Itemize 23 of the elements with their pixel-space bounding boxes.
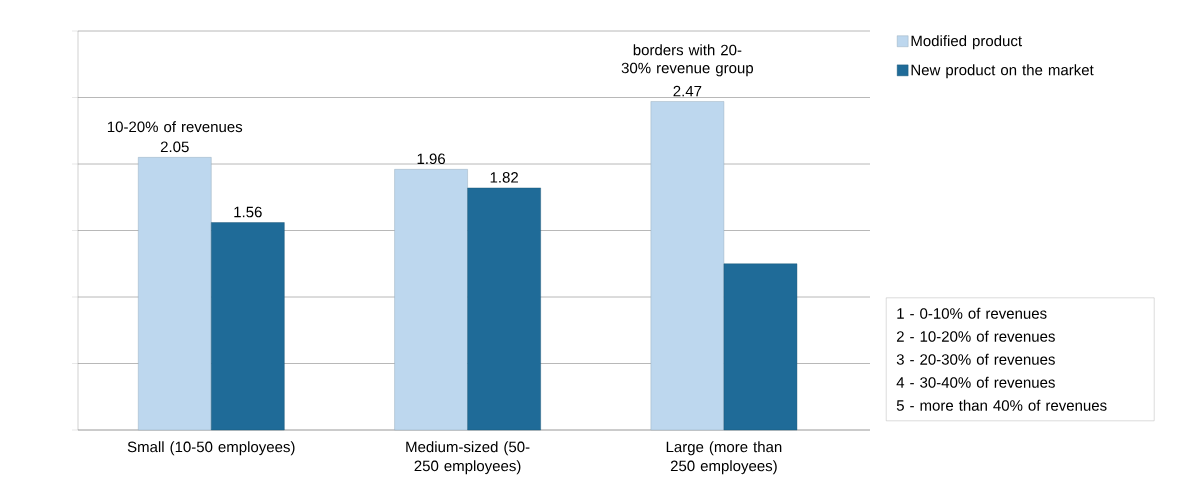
bar	[723, 263, 798, 431]
legend-label: Modified product	[911, 35, 1022, 50]
text: 4 - 30-40% of revenues	[896, 376, 1055, 388]
data-label: 2.05	[160, 141, 189, 153]
text: 2 - 10-20% of revenues	[896, 330, 1055, 342]
x-tick-label: Medium-sized (50-250 employees)	[406, 441, 530, 475]
bar	[211, 222, 285, 431]
data-label: 2.47	[673, 85, 702, 97]
bar	[467, 187, 541, 431]
data-label: 1.82	[490, 172, 518, 183]
x-tick-label: Small (10-50 employees)	[127, 441, 295, 456]
data-label: 1.96	[417, 153, 446, 165]
bar	[138, 157, 212, 431]
text: 5 - more than 40% of revenues	[896, 399, 1107, 411]
annotation: borders with 20-30% revenue group	[621, 44, 754, 77]
bar	[650, 101, 725, 431]
x-tick-label: Large (more than 250 employees)	[666, 441, 782, 475]
text: 1 - 0-10% of revenues	[897, 307, 1047, 319]
legend-label: New product on the market	[911, 64, 1094, 79]
bar	[394, 169, 468, 431]
data-label: 1.56	[234, 206, 262, 218]
annotation: 10-20% of revenues	[107, 121, 243, 133]
text: 3 - 20-30% of revenues	[896, 353, 1055, 365]
